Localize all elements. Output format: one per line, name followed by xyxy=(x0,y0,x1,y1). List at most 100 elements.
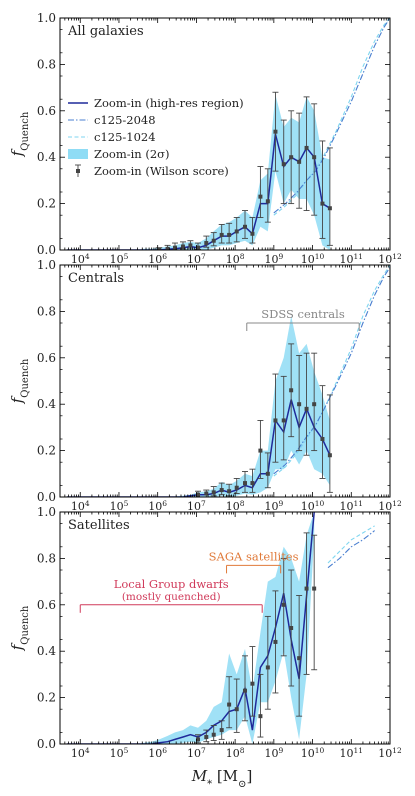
y-tick-label: 0.4 xyxy=(37,150,56,164)
zoom-in-2sigma-band xyxy=(66,512,315,744)
panel-centrals: 104 105 106 107 108 109 1010 1011 1012 0.0 0.2 0.4 0… xyxy=(8,258,402,513)
x-tick-label: 1011 xyxy=(340,252,364,267)
data-point xyxy=(289,155,294,160)
x-tick-label: 104 xyxy=(71,499,90,514)
data-point xyxy=(165,246,170,250)
x-tick-label: 109 xyxy=(264,499,283,514)
data-point xyxy=(312,402,317,407)
data-point xyxy=(157,248,162,250)
data-point xyxy=(250,231,255,236)
x-tick-label: 1012 xyxy=(378,499,402,514)
x-tick-label: 1010 xyxy=(301,499,325,514)
annotation-label: SDSS centrals xyxy=(261,307,345,321)
x-tick-label: 107 xyxy=(187,499,206,514)
data-point xyxy=(204,491,209,496)
data-point xyxy=(211,732,216,737)
x-tick-label: 1012 xyxy=(378,746,402,761)
y-tick-label: 0.4 xyxy=(37,644,56,658)
data-point xyxy=(304,406,309,411)
x-tick-label: 106 xyxy=(148,499,167,514)
panel-all-galaxies: 104 105 106 107 108 109 1010 1011 1012 0.0 0.2 0.4 0… xyxy=(8,11,402,266)
panel-satellites: 104 105 106 107 108 109 1010 1011 1012 0.0 0.2 0.4 0… xyxy=(8,505,402,760)
plot-area xyxy=(66,265,390,497)
panel-title: Satellites xyxy=(68,518,130,533)
data-point xyxy=(204,735,209,740)
legend-label: Zoom-in (2σ) xyxy=(94,147,170,161)
annotation-label: SAGA satellites xyxy=(209,549,299,563)
data-point xyxy=(320,201,325,206)
data-point xyxy=(327,206,332,211)
data-point xyxy=(219,488,224,493)
x-axis-label: M* [M⊙] xyxy=(191,767,253,790)
data-point xyxy=(250,681,255,686)
zoom-in-2sigma-band xyxy=(66,316,330,497)
data-point xyxy=(297,159,302,164)
y-tick-label: 0.8 xyxy=(37,304,56,318)
legend: Zoom-in (high-res region) c125-2048 c125-1… xyxy=(68,96,244,178)
data-point xyxy=(312,586,317,591)
data-point xyxy=(258,448,263,453)
data-point xyxy=(196,245,201,250)
data-point xyxy=(234,485,239,490)
y-tick-label: 0.0 xyxy=(37,243,56,257)
data-point xyxy=(227,489,232,494)
y-tick-label: 0.2 xyxy=(37,197,56,211)
x-tick-label: 1012 xyxy=(378,252,402,267)
x-tick-label: 107 xyxy=(187,746,206,761)
data-point xyxy=(273,418,278,423)
data-point xyxy=(196,737,201,742)
x-tick-label: 106 xyxy=(148,252,167,267)
data-point xyxy=(312,155,317,160)
data-point xyxy=(265,665,270,670)
c125-2048-line xyxy=(327,530,375,569)
data-point xyxy=(304,145,309,150)
plot-area xyxy=(66,512,375,744)
x-tick-label: 104 xyxy=(71,252,90,267)
y-tick-label: 1.0 xyxy=(37,11,56,25)
data-point xyxy=(289,626,294,630)
data-point xyxy=(234,229,239,234)
legend-label: Zoom-in (high-res region) xyxy=(94,96,244,110)
data-point xyxy=(273,129,278,134)
data-point xyxy=(327,453,332,458)
data-point xyxy=(320,437,325,441)
zoom-in-line xyxy=(66,512,315,744)
legend-label: c125-2048 xyxy=(94,113,156,127)
x-tick-label: 109 xyxy=(264,746,283,761)
x-tick-label: 108 xyxy=(226,499,245,514)
axes-frame xyxy=(59,511,391,745)
c125-1024-line xyxy=(327,525,375,564)
y-tick-label: 0.2 xyxy=(37,691,56,705)
axes-frame xyxy=(59,264,391,498)
data-point xyxy=(265,471,270,476)
data-point xyxy=(297,402,302,407)
data-point xyxy=(250,481,255,486)
data-point xyxy=(265,199,270,204)
y-tick-label: 0.8 xyxy=(37,551,56,565)
legend-swatch xyxy=(76,169,80,173)
x-tick-label: 105 xyxy=(110,746,129,761)
y-tick-label: 0.6 xyxy=(37,351,56,365)
data-point xyxy=(281,602,286,607)
zoom-in-2sigma-band xyxy=(66,94,330,250)
data-point xyxy=(281,162,286,167)
annotation-label-sub: (mostly quenched) xyxy=(122,591,221,603)
data-point xyxy=(172,245,177,250)
y-tick-label: 0.6 xyxy=(37,104,56,118)
panel-title: All galaxies xyxy=(67,24,144,39)
y-axis-label: fQuench xyxy=(8,111,31,157)
data-point xyxy=(289,388,294,393)
data-point xyxy=(227,702,232,707)
data-point xyxy=(258,194,263,199)
x-tick-label: 105 xyxy=(110,499,129,514)
annotation-label: Local Group dwarfs xyxy=(114,577,229,591)
y-tick-label: 0.8 xyxy=(37,57,56,71)
legend-label: c125-1024 xyxy=(94,130,156,144)
x-tick-label: 1010 xyxy=(301,252,325,267)
data-point xyxy=(219,728,224,733)
y-tick-label: 0.6 xyxy=(37,598,56,612)
data-point xyxy=(258,714,263,719)
y-tick-label: 1.0 xyxy=(37,505,56,519)
y-tick-label: 0.2 xyxy=(37,444,56,458)
data-point xyxy=(281,418,286,423)
